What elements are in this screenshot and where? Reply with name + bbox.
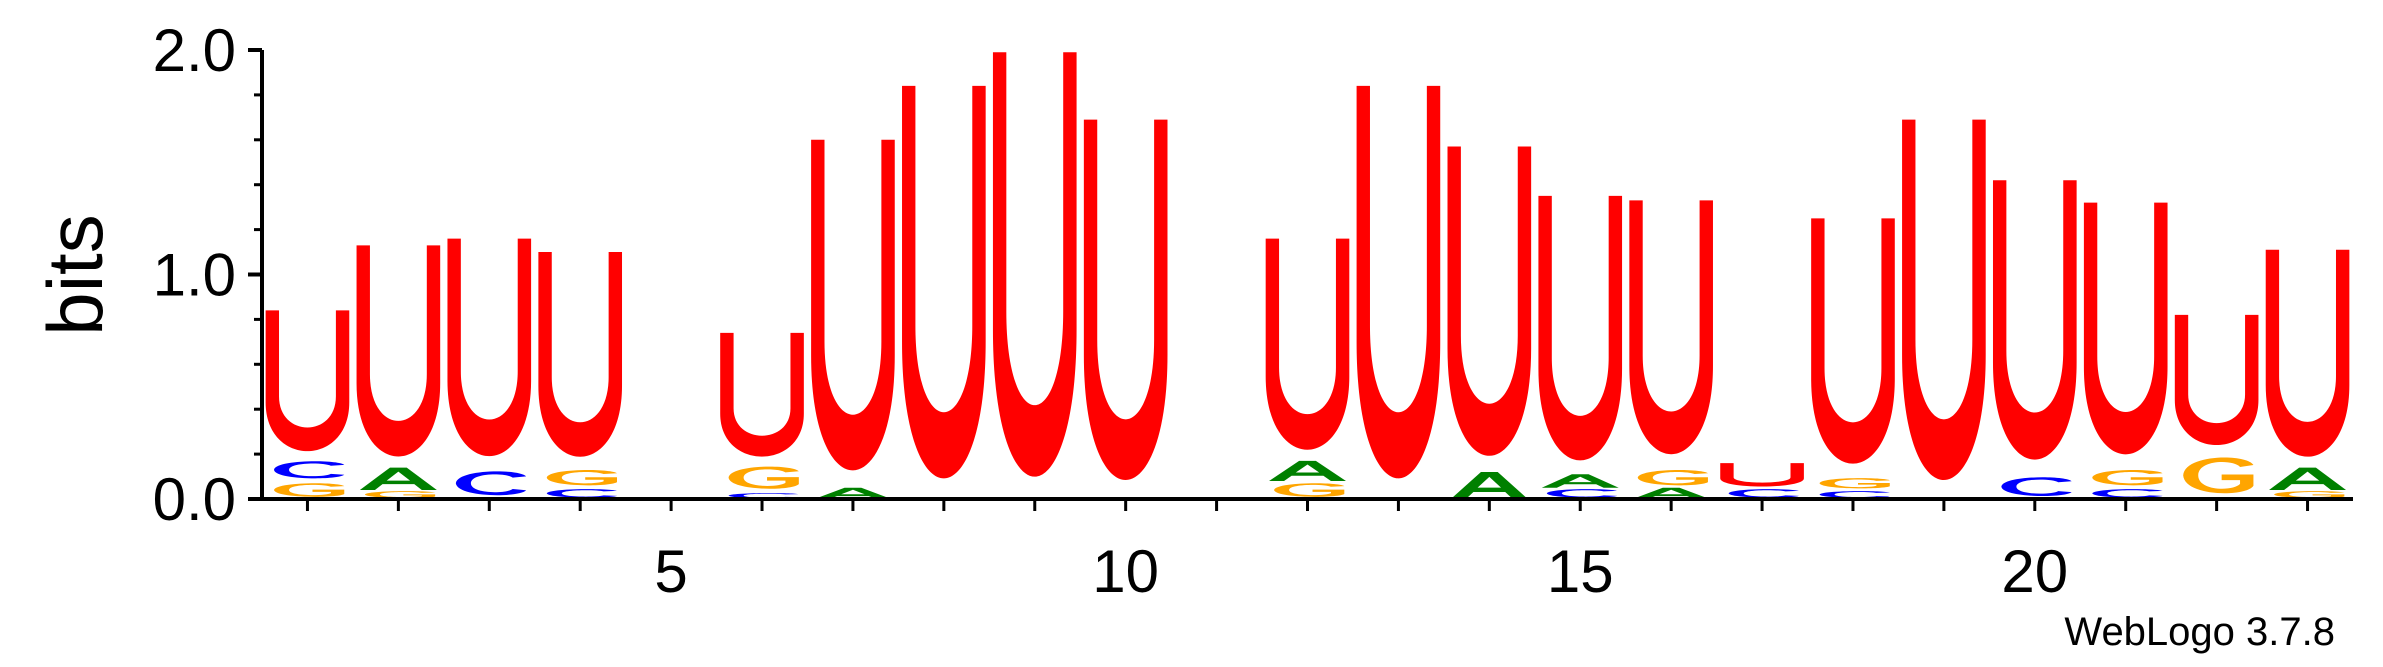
logo-letter-g-pos-16 [1637,470,1708,486]
logo-letter-u-pos-19 [1902,119,1986,481]
logo-letter-u-pos-20 [1992,180,2077,460]
logo-letter-a-pos-2 [359,467,437,491]
logo-letter-c-pos-17 [1728,489,1799,498]
logo-letter-a-pos-14 [1450,472,1528,499]
logo-letter-u-pos-6 [720,332,804,457]
logo-letter-u-pos-7 [811,139,895,471]
logo-letter-c-pos-3 [455,471,527,496]
logo-letter-a-pos-7 [814,487,892,499]
logo-letter-u-pos-22 [2174,314,2259,446]
logo-letter-a-pos-12 [1269,460,1346,482]
y-tick-label: 0.0 [153,466,236,533]
x-tick-label: 15 [1547,538,1614,605]
logo-letter-c-pos-21 [2092,489,2163,498]
logo-letter-c-pos-1 [274,461,345,479]
logo-letter-g-pos-23 [2274,491,2345,498]
ticks: 0.0 1.0 2.0 5 10 15 20 [153,17,2310,605]
logo-letter-u-pos-9 [992,52,1077,477]
logo-letter-g-pos-12 [1274,483,1345,497]
logo-letter-u-pos-3 [447,238,532,457]
logo-letter-u-pos-14 [1447,146,1532,456]
logo-letter-g-pos-22 [2183,457,2254,494]
x-tick-label: 10 [1092,538,1159,605]
logo-letter-a-pos-23 [2269,467,2347,491]
logo-stacks [265,52,2350,499]
logo-letter-u-pos-16 [1629,200,1713,455]
logo-letter-g-pos-18 [1819,478,1890,489]
logo-letter-g-pos-2 [364,491,436,498]
logo-letter-u-pos-10 [1083,119,1168,481]
logo-letter-u-pos-18 [1811,218,1895,464]
logo-letter-u-pos-2 [356,245,441,457]
logo-letter-c-pos-4 [546,489,617,498]
logo-letter-g-pos-21 [2092,470,2163,486]
logo-letter-u-pos-17 [1720,463,1804,487]
logo-letter-u-pos-4 [538,252,623,457]
y-tick-label: 2.0 [153,17,236,84]
logo-letter-c-pos-20 [2001,477,2072,497]
logo-letter-c-pos-15 [1546,489,1618,498]
logo-letter-g-pos-1 [274,483,345,497]
weblogo-version-label: WebLogo 3.7.8 [2064,610,2335,654]
logo-letter-u-pos-1 [265,310,350,452]
y-tick-label: 1.0 [153,242,236,309]
logo-letter-g-pos-4 [546,470,617,486]
x-tick-label: 5 [654,538,687,605]
logo-letter-u-pos-23 [2265,249,2350,457]
logo-letter-g-pos-6 [728,466,799,489]
logo-letter-a-pos-16 [1632,487,1710,499]
logo-letter-u-pos-12 [1265,238,1350,450]
logo-letter-u-pos-15 [1538,195,1623,461]
logo-letter-a-pos-15 [1541,474,1619,488]
y-axis-title: bits [31,214,119,335]
logo-letter-c-pos-18 [1819,491,1890,498]
logo-letter-u-pos-13 [1356,85,1441,479]
logo-letter-u-pos-21 [2083,202,2168,455]
logo-letter-u-pos-8 [902,85,986,479]
x-tick-label: 20 [2001,538,2068,605]
logo-letter-c-pos-6 [728,493,799,499]
